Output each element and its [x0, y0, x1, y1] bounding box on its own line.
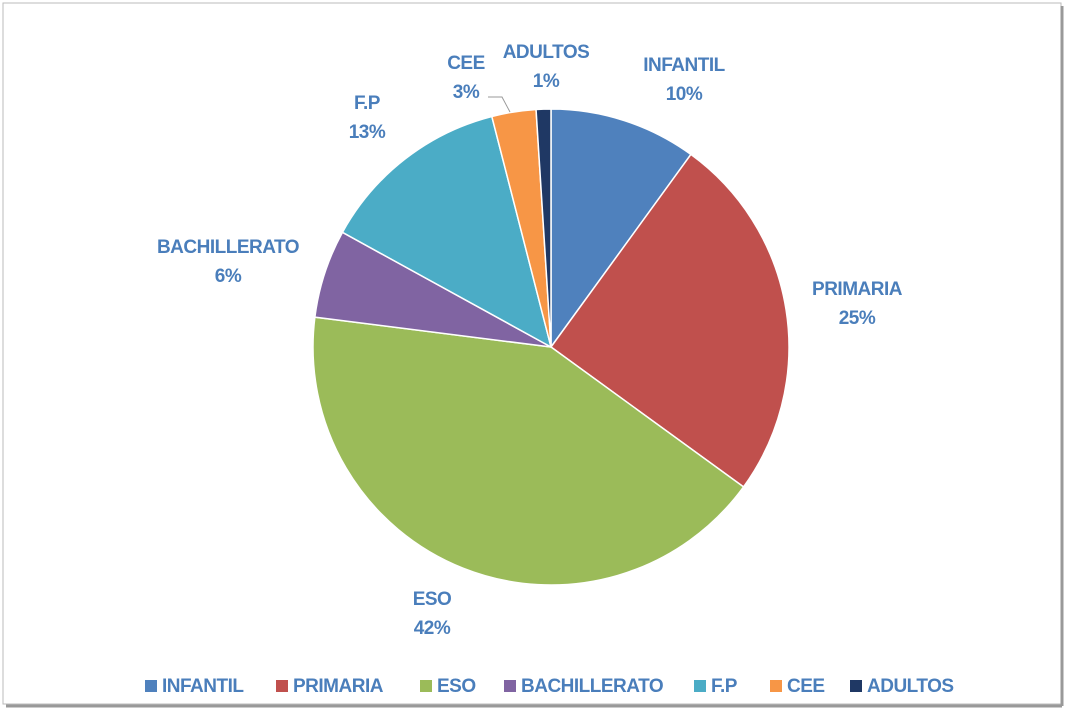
data-label-value: 3% — [453, 82, 480, 103]
legend-swatch — [420, 680, 432, 692]
legend-swatch — [770, 680, 782, 692]
legend-swatch — [276, 680, 288, 692]
pie-slice — [549, 153, 790, 488]
legend-label: BACHILLERATO — [521, 676, 663, 697]
data-label-name: ESO — [413, 589, 452, 610]
legend-swatch — [694, 680, 706, 692]
data-label-value: 10% — [666, 84, 703, 105]
data-label-value: 1% — [533, 71, 560, 92]
legend-label: F.P — [711, 676, 738, 697]
data-label-value: 25% — [839, 308, 876, 329]
data-label-name: INFANTIL — [643, 55, 725, 76]
legend-label: CEE — [787, 676, 825, 697]
data-label-name: PRIMARIA — [812, 279, 903, 300]
legend-swatch — [850, 680, 862, 692]
data-label-name: ADULTOS — [503, 42, 590, 63]
legend-label: PRIMARIA — [293, 676, 384, 697]
legend-label: ADULTOS — [867, 676, 954, 697]
data-label-name: F.P — [354, 93, 381, 114]
data-label-name: CEE — [447, 53, 485, 74]
pie-slice — [535, 108, 552, 348]
data-label-value: 13% — [349, 122, 386, 143]
pie-slice — [341, 115, 553, 349]
legend-label: INFANTIL — [162, 676, 244, 697]
pie-slice — [312, 316, 745, 586]
legend-swatch — [504, 680, 516, 692]
data-label-value: 6% — [215, 266, 242, 287]
data-label-value: 42% — [414, 618, 451, 639]
leader-line — [488, 96, 511, 113]
data-label-name: BACHILLERATO — [157, 237, 299, 258]
pie-slice — [550, 108, 692, 350]
legend-label: ESO — [437, 676, 476, 697]
legend-swatch — [145, 680, 157, 692]
